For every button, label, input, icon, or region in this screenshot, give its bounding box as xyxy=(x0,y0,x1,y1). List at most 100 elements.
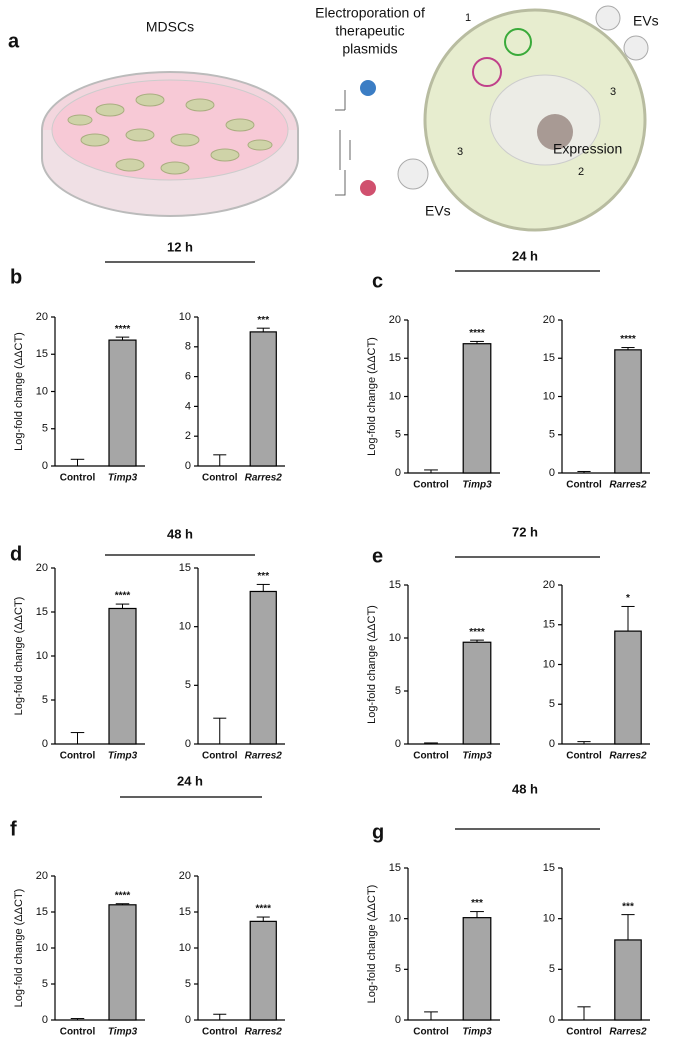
panel-letter: e xyxy=(372,545,383,567)
y-tick-label: 5 xyxy=(185,679,191,691)
y-tick-label: 5 xyxy=(395,685,401,697)
x-tick-label: Timp3 xyxy=(108,473,138,484)
y-tick-label: 20 xyxy=(36,870,48,882)
y-tick-label: 5 xyxy=(42,978,48,990)
nucleolus xyxy=(537,114,573,150)
y-tick-label: 10 xyxy=(179,942,191,954)
panel-letter: a xyxy=(8,30,20,52)
panel-title: 24 h xyxy=(177,773,203,788)
dish-label: MDSCs xyxy=(146,19,194,35)
panel-a: a MDSCs Electroporation of therapeutic p… xyxy=(8,5,659,232)
y-tick-label: 15 xyxy=(36,606,48,618)
x-tick-label: Rarres2 xyxy=(609,1027,647,1038)
significance: *** xyxy=(622,901,634,912)
significance: *** xyxy=(471,898,483,909)
x-tick-label: Timp3 xyxy=(462,480,492,491)
bar xyxy=(108,339,137,467)
significance: **** xyxy=(469,328,485,339)
x-tick-label: Control xyxy=(566,1027,602,1038)
step-label: 3 xyxy=(610,86,616,98)
significance: **** xyxy=(115,324,131,335)
y-axis-label: Log-fold change (ΔΔCT) xyxy=(13,597,25,716)
y-tick-label: 10 xyxy=(389,913,401,925)
negative-pole xyxy=(360,180,376,196)
y-tick-label: 4 xyxy=(185,400,191,412)
x-tick-label: Rarres2 xyxy=(245,1027,283,1038)
panel-letter: f xyxy=(10,818,17,840)
panel-title: 72 h xyxy=(512,524,538,539)
y-tick-label: 0 xyxy=(42,738,48,750)
plasmid xyxy=(472,57,502,87)
y-tick-label: 10 xyxy=(543,658,555,670)
y-tick-label: 15 xyxy=(543,619,555,631)
y-axis-label: Log-fold change (ΔΔCT) xyxy=(366,337,378,456)
step-label: 1 xyxy=(465,12,471,24)
y-tick-label: 2 xyxy=(185,430,191,442)
y-tick-label: 10 xyxy=(36,942,48,954)
y-tick-label: 15 xyxy=(543,352,555,364)
x-tick-label: Timp3 xyxy=(462,751,492,762)
significance: *** xyxy=(257,571,269,582)
y-tick-label: 20 xyxy=(389,314,401,326)
bar xyxy=(108,904,137,1021)
y-axis-label: Log-fold change (ΔΔCT) xyxy=(366,605,378,724)
electroporation-label: therapeutic xyxy=(335,23,404,39)
x-tick-label: Rarres2 xyxy=(245,751,283,762)
y-tick-label: 0 xyxy=(395,467,401,479)
x-tick-label: Control xyxy=(566,480,602,491)
y-tick-label: 15 xyxy=(389,579,401,591)
ev-label: EVs xyxy=(425,203,451,219)
x-tick-label: Timp3 xyxy=(108,1027,138,1038)
y-tick-label: 5 xyxy=(42,694,48,706)
x-tick-label: Control xyxy=(202,1027,238,1038)
y-tick-label: 10 xyxy=(389,390,401,402)
y-tick-label: 0 xyxy=(395,738,401,750)
panel-title: 48 h xyxy=(512,781,538,796)
x-tick-label: Timp3 xyxy=(108,751,138,762)
y-tick-label: 15 xyxy=(389,862,401,874)
cells xyxy=(67,93,273,175)
significance: **** xyxy=(469,627,485,638)
x-tick-label: Control xyxy=(413,751,449,762)
step-label: 3 xyxy=(457,146,463,158)
step-label: 2 xyxy=(578,166,584,178)
bar xyxy=(462,917,492,1021)
ev xyxy=(623,35,649,61)
x-tick-label: Control xyxy=(60,473,96,484)
expression-label: Expression xyxy=(553,141,622,157)
y-tick-label: 0 xyxy=(42,1014,48,1026)
y-tick-label: 5 xyxy=(395,963,401,975)
significance: **** xyxy=(620,334,636,345)
y-tick-label: 5 xyxy=(549,963,555,975)
y-tick-label: 10 xyxy=(36,650,48,662)
ev xyxy=(397,158,429,190)
y-tick-label: 5 xyxy=(395,429,401,441)
y-tick-label: 5 xyxy=(185,978,191,990)
y-axis-label: Log-fold change (ΔΔCT) xyxy=(13,332,25,451)
ev xyxy=(595,5,621,31)
y-tick-label: 6 xyxy=(185,371,191,383)
significance: **** xyxy=(255,904,271,915)
bar xyxy=(462,343,492,474)
bar xyxy=(249,590,277,745)
bar xyxy=(108,607,137,745)
panel-letter: b xyxy=(10,266,22,288)
bar xyxy=(249,920,277,1021)
significance: * xyxy=(626,593,630,604)
x-tick-label: Rarres2 xyxy=(245,473,283,484)
y-tick-label: 0 xyxy=(185,460,191,472)
x-tick-label: Control xyxy=(202,473,238,484)
x-tick-label: Control xyxy=(60,1027,96,1038)
significance: **** xyxy=(115,591,131,602)
y-tick-label: 20 xyxy=(36,562,48,574)
y-tick-label: 15 xyxy=(36,906,48,918)
y-tick-label: 5 xyxy=(42,423,48,435)
plasmid xyxy=(504,28,532,56)
x-tick-label: Rarres2 xyxy=(609,751,647,762)
y-tick-label: 10 xyxy=(179,311,191,323)
y-tick-label: 8 xyxy=(185,341,191,353)
panel-title: 48 h xyxy=(167,526,193,541)
y-tick-label: 10 xyxy=(36,385,48,397)
bar xyxy=(614,630,642,745)
